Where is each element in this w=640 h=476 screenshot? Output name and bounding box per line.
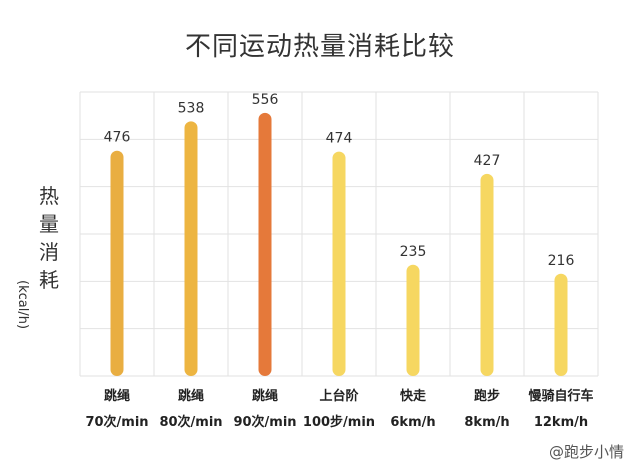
data-label: 538 — [178, 100, 205, 116]
category-detail-label: 8km/h — [464, 415, 509, 430]
category-detail-label: 90次/min — [233, 414, 296, 430]
bar — [258, 112, 272, 377]
data-label: 216 — [548, 253, 575, 269]
category-label: 慢骑自行车 — [528, 388, 593, 404]
category-label: 跳绳 — [104, 388, 130, 404]
category-label: 跑步 — [474, 388, 500, 404]
category-detail-label: 100步/min — [303, 414, 375, 430]
bar — [332, 151, 346, 376]
y-axis-label-char: 热 — [39, 184, 59, 208]
category-label: 上台阶 — [319, 388, 359, 404]
data-label: 427 — [474, 153, 501, 169]
category-label: 跳绳 — [178, 388, 204, 404]
category-label: 快走 — [400, 388, 427, 404]
data-label: 556 — [252, 92, 279, 108]
bar — [554, 273, 568, 376]
category-label: 跳绳 — [252, 388, 278, 404]
data-label: 476 — [104, 130, 131, 146]
data-label: 235 — [400, 244, 427, 260]
bar — [480, 173, 494, 376]
watermark: @跑步小情 — [548, 443, 624, 461]
category-detail-label: 80次/min — [159, 414, 222, 430]
bar — [110, 150, 124, 376]
bar — [184, 121, 198, 376]
chart-title: 不同运动热量消耗比较 — [184, 32, 455, 62]
category-detail-label: 6km/h — [390, 415, 435, 430]
bar — [406, 264, 420, 376]
y-axis-label-char: 消 — [39, 240, 59, 264]
data-label: 474 — [326, 131, 353, 147]
category-detail-label: 12km/h — [534, 415, 588, 430]
y-axis-label-char: 耗 — [39, 268, 59, 292]
category-detail-label: 70次/min — [85, 414, 148, 430]
y-axis-label-char: 量 — [39, 212, 59, 236]
y-axis-label: 热 量 消 耗 — [36, 182, 62, 294]
